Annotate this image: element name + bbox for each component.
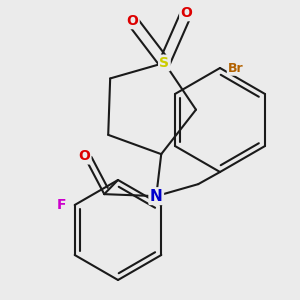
Text: O: O — [127, 14, 138, 28]
Text: O: O — [78, 149, 90, 163]
Text: Br: Br — [228, 61, 244, 74]
Text: O: O — [181, 6, 192, 20]
Text: F: F — [57, 198, 67, 212]
Text: N: N — [150, 189, 163, 204]
Text: S: S — [159, 56, 170, 70]
